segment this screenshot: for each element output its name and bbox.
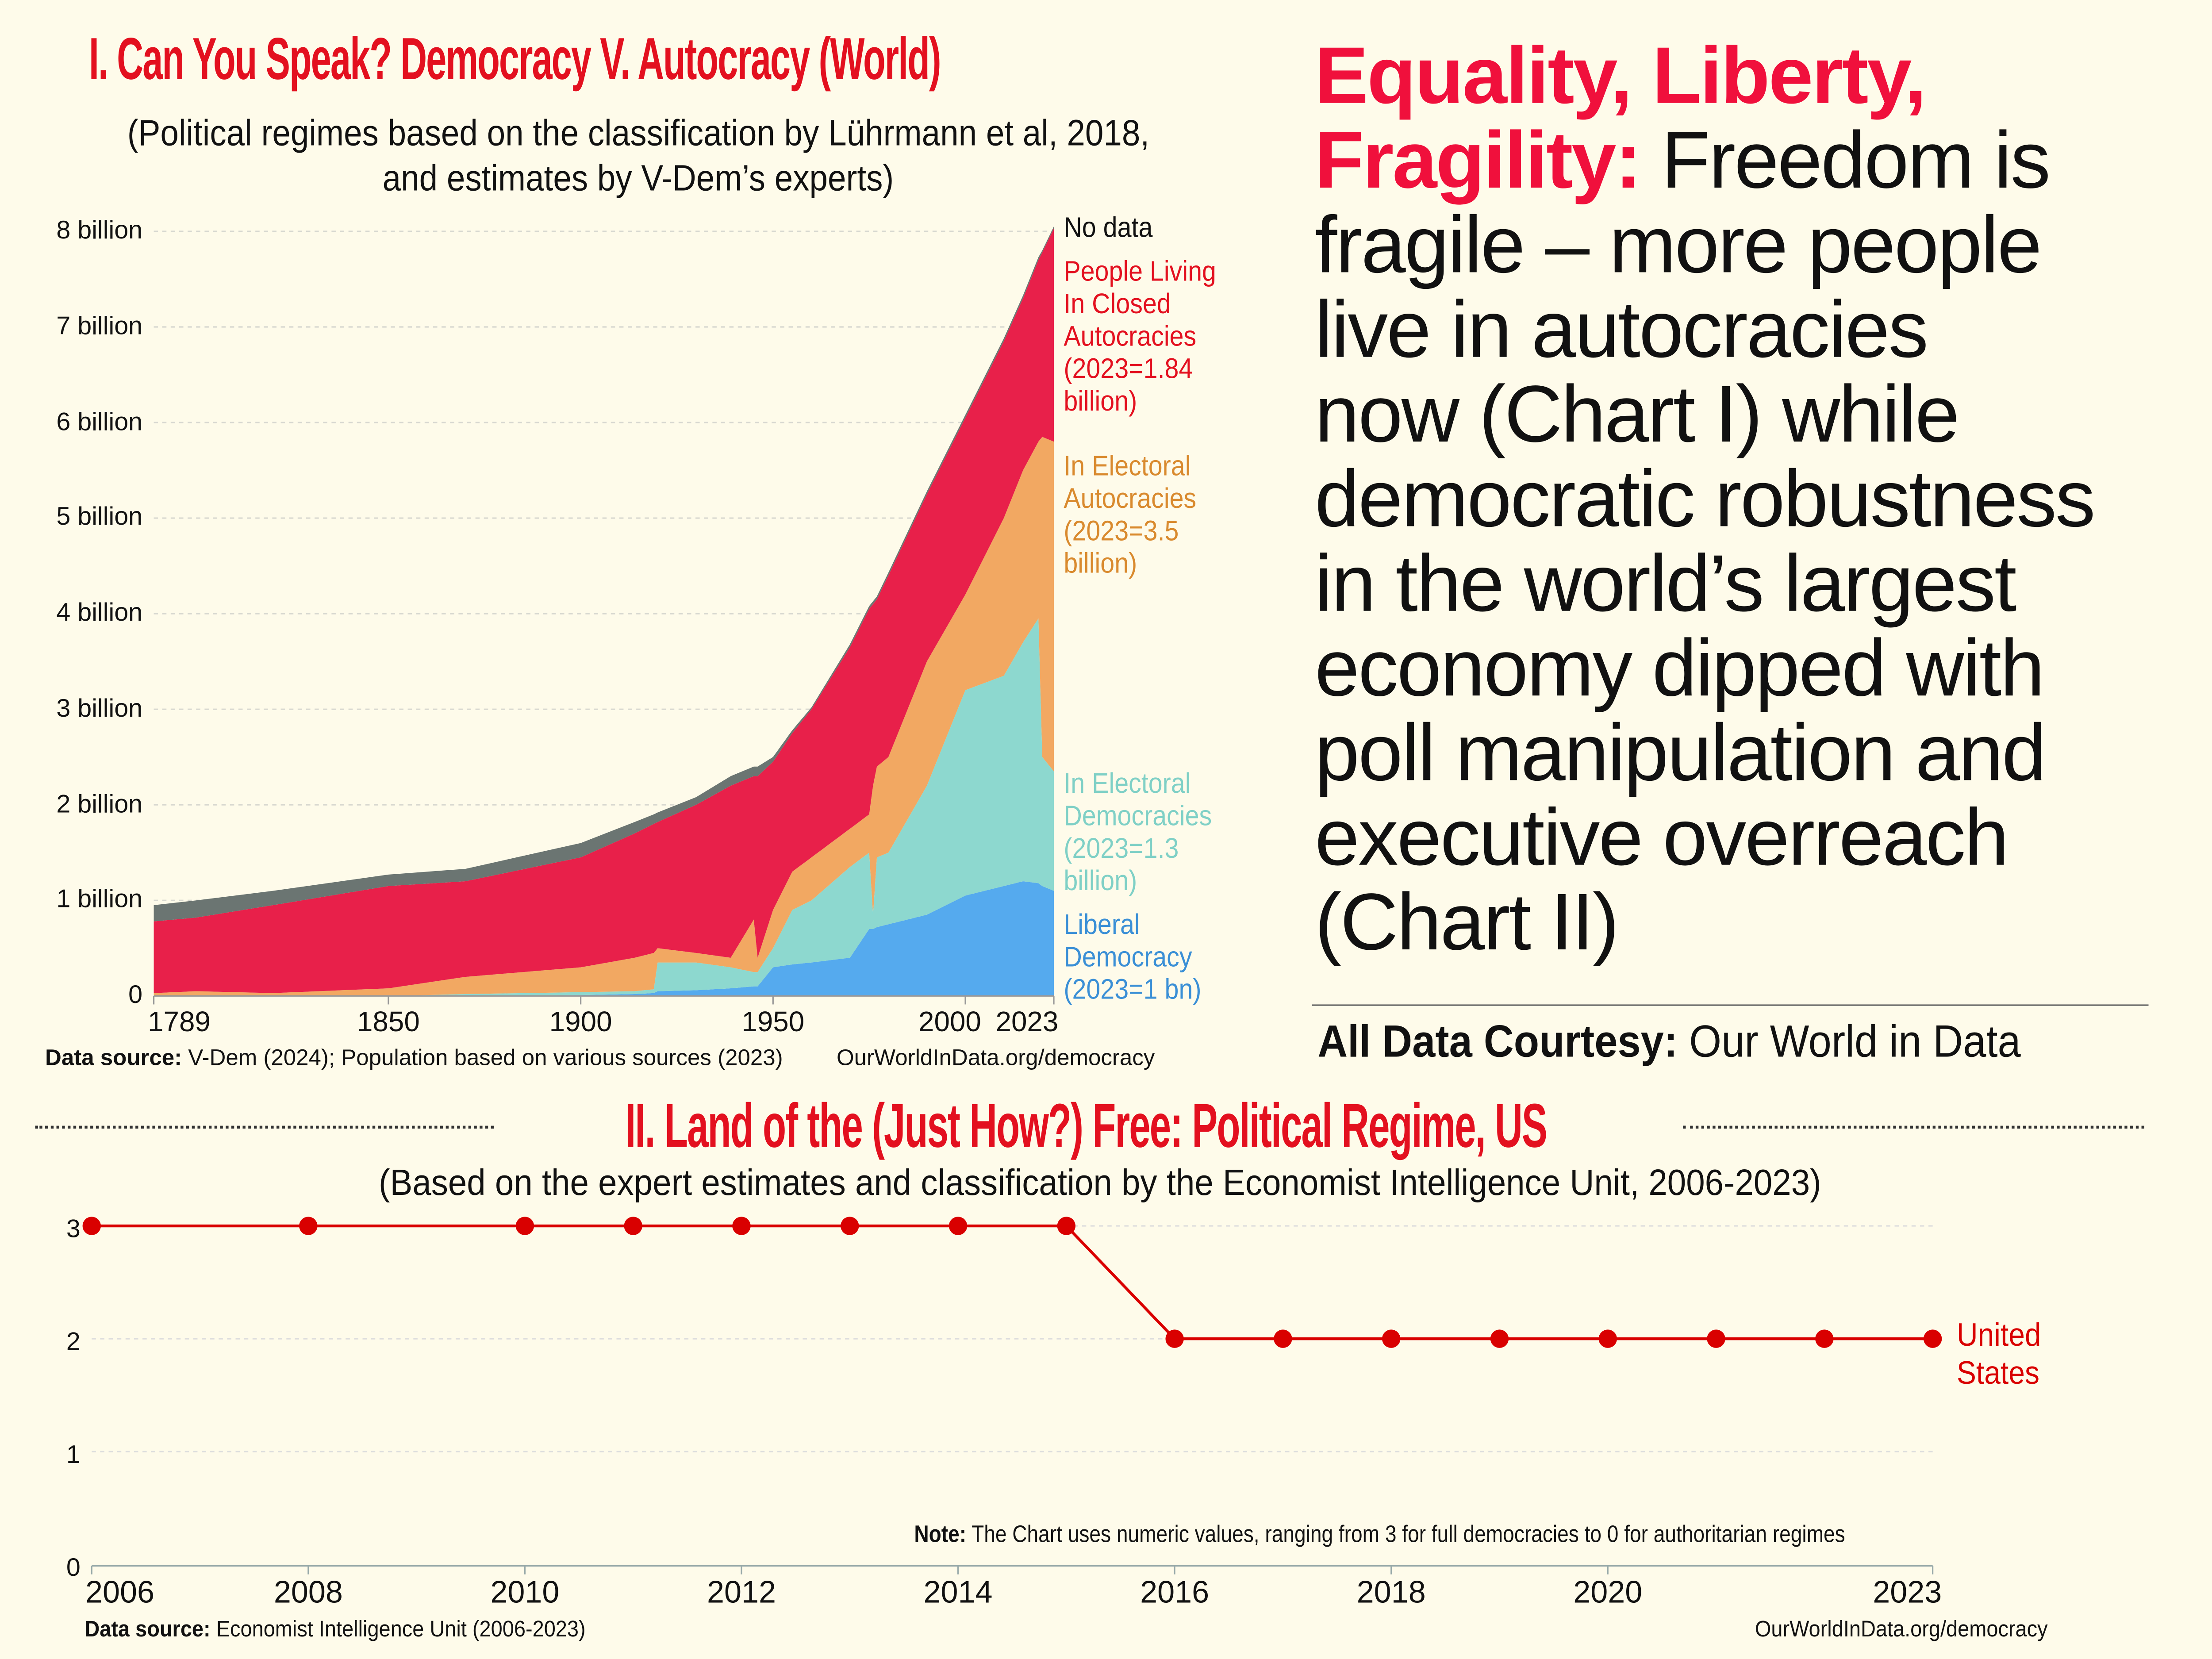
area-closed-aut [154,228,1054,993]
divider [1312,1004,2149,1006]
headline-line: (Chart II) [1314,877,1619,968]
y-tick-label: 7 billion [56,311,143,340]
x-tick-label: 2012 [707,1574,776,1609]
chart1-source: Data source: V-Dem (2024); Population ba… [45,1047,783,1072]
series-label-line: States [1956,1354,2040,1391]
data-point [732,1217,751,1235]
headline-line: live in autocracies [1314,285,1928,376]
y-tick-label: 6 billion [56,407,143,435]
data-point [1490,1329,1509,1348]
data-point [82,1217,101,1235]
x-tick-label: 2023 [1873,1574,1942,1609]
area-electoral-dem [154,618,1054,996]
chart2-title: II. Land of the (Just How?) Free: Politi… [0,1092,2173,1162]
headline-line: executive overreach [1314,793,2009,883]
headline-line: now (Chart I) while [1314,369,1960,460]
data-point [1165,1329,1184,1348]
x-tick-label: 2023 [995,1007,1059,1038]
y-tick-label: 3 [66,1215,81,1243]
source-label: Data source: [84,1618,211,1642]
series-line-united-states [92,1224,1933,1340]
y-tick-label: 2 [66,1328,81,1356]
source-label: Data source: [45,1047,182,1071]
chart1-subtitle-line: (Political regimes based on the classifi… [127,111,1149,154]
x-tick-label: 2020 [1573,1574,1642,1609]
x-tick-label: 1950 [741,1007,805,1038]
y-tick-label: 5 billion [56,503,143,531]
x-tick-label: 2010 [490,1574,559,1609]
courtesy-label: All Data Courtesy: [1317,1015,1678,1067]
y-tick-label: 3 billion [56,694,143,722]
data-point [515,1217,534,1235]
chart1-subtitle-line: and estimates by V-Dem’s experts) [382,156,894,199]
courtesy-text: Our World in Data [1678,1015,2021,1067]
series-label-united-states: United States [1957,1316,2041,1392]
series-label-line: United [1956,1316,2041,1353]
headline-line: poll manipulation and [1314,708,2047,799]
data-point [1382,1329,1401,1348]
headline-line: Freedom is [1640,115,2051,206]
dotted-separator [1683,1125,2144,1129]
x-tick-label: 1789 [148,1007,211,1038]
y-tick-label: 1 [66,1440,81,1469]
headline-red-line: Equality, Liberty, [1314,31,1927,122]
chart2-subtitle: (Based on the expert estimates and class… [0,1161,2200,1205]
data-point [624,1217,642,1235]
headline-red-line: Fragility: [1314,115,1642,206]
data-point [1707,1329,1725,1348]
chart2-title-text: II. Land of the (Just How?) Free: Politi… [625,1092,1548,1161]
area-electoral-aut [154,437,1054,996]
x-tick-label: 2008 [274,1574,343,1609]
data-point [1923,1329,1942,1348]
note-label: Note: [914,1521,967,1548]
series-label-liberal-democracy: Liberal Democracy (2023=1 bn) [1064,910,1202,1006]
area-liberal [154,881,1054,996]
y-tick-label: 2 billion [56,789,143,818]
headline-line: economy dipped with [1314,623,2045,714]
source-text: Economist Intelligence Unit (2006-2023) [210,1618,586,1642]
chart2-source: Data source: Economist Intelligence Unit… [84,1618,585,1644]
chart1-title: I. Can You Speak? Democracy V. Autocracy… [88,25,941,92]
x-tick-label: 2014 [924,1574,993,1609]
y-tick-label: 8 billion [56,215,143,244]
chart2-note: Note: The Chart uses numeric values, ran… [914,1521,1845,1549]
note-text: The Chart uses numeric values, ranging f… [966,1521,1845,1548]
data-point [1815,1329,1834,1348]
headline-line: in the world’s largest [1314,539,2017,630]
source-text: V-Dem (2024); Population based on variou… [182,1047,783,1071]
dotted-separator [35,1125,494,1129]
x-tick-label: 2000 [918,1007,981,1038]
x-tick-label: 1850 [357,1007,420,1038]
y-tick-label: 0 [66,1553,81,1582]
data-point [1274,1329,1292,1348]
data-point [949,1217,968,1235]
headline-line: fragile – more people [1314,200,2042,291]
series-label-electoral-democracies: In Electoral Democracies (2023=1.3 billi… [1064,768,1212,898]
headline-line: democratic robustness [1314,454,2096,545]
data-point [1057,1217,1076,1235]
chart1-subtitle: (Political regimes based on the classifi… [0,110,1275,200]
x-tick-label: 2016 [1140,1574,1209,1609]
data-point [1598,1329,1617,1348]
data-point [841,1217,859,1235]
x-tick-label: 1900 [549,1007,612,1038]
y-tick-label: 0 [128,980,143,1009]
series-label-no-data: No data [1064,213,1153,244]
chart2-url: OurWorldInData.org/democracy [1755,1618,2048,1642]
y-tick-label: 1 billion [56,885,143,913]
chart2-subtitle-text: (Based on the expert estimates and class… [379,1161,1822,1204]
data-point [299,1217,318,1235]
series-label-electoral-autocracies: In Electoral Autocracies (2023=3.5 billi… [1064,451,1197,580]
headline: Equality, Liberty, Fragility: Freedom is… [1314,31,2096,968]
data-courtesy: All Data Courtesy: Our World in Data [1317,1016,2020,1068]
chart1-url: OurWorldInData.org/democracy [836,1047,1155,1071]
x-tick-label: 2018 [1357,1574,1426,1609]
y-tick-label: 4 billion [56,598,143,626]
series-label-closed-autocracies: People Living In Closed Autocracies (202… [1064,257,1216,418]
x-tick-label: 2006 [85,1574,154,1609]
